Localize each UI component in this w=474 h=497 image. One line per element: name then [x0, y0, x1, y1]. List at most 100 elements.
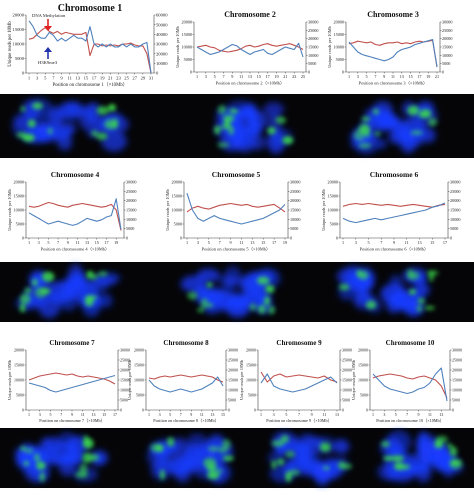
- y-tick-label-right: 20000: [450, 198, 460, 203]
- chart-title: Chromosome 8: [163, 339, 209, 347]
- chart-title: Chromosome 7: [49, 339, 95, 347]
- x-tick-label: 21: [108, 76, 113, 81]
- y-tick-label-left: 0: [336, 235, 338, 240]
- x-tick-label: 13: [248, 74, 252, 79]
- y-tick-label-right: 0: [450, 235, 452, 240]
- x-tick-label: 17: [113, 412, 117, 417]
- x-tick-label: 1: [148, 412, 150, 417]
- x-tick-label: 5: [44, 76, 47, 81]
- y-axis-label: Unique reads per 10Mb: [239, 360, 244, 400]
- x-tick-label: 3: [205, 74, 207, 79]
- y-tick-label-right: 30000: [450, 179, 460, 184]
- y-tick-label-left: 0: [254, 407, 256, 412]
- x-tick-label: 25: [124, 76, 129, 81]
- y-tick-label-right: 5000: [120, 397, 128, 402]
- x-tick-label: 11: [428, 412, 432, 417]
- y-tick-label-left: 5000: [15, 56, 25, 61]
- x-tick-label: 3: [355, 240, 357, 245]
- x-tick-label: 3: [39, 412, 41, 417]
- y-tick-label-left: 0: [22, 235, 24, 240]
- chromosome-image: [14, 431, 109, 483]
- y-tick-label-left: 10000: [13, 42, 25, 47]
- series-line-dna-methylation: [148, 374, 224, 383]
- chart-panel-6: Chromosome 6 0 5000 10000 15000 20000 0 5000 100…: [321, 170, 460, 251]
- x-tick-label: 29: [141, 76, 146, 81]
- y-tick-label-left: 20000: [134, 347, 144, 352]
- y-tick-label-right: 10000: [452, 387, 462, 392]
- y-tick-label-right: 0: [442, 69, 444, 74]
- charts-layer: Chromosome 10500010000150002000001000020…: [7, 3, 462, 423]
- x-tick-label: 15: [409, 74, 413, 79]
- y-tick-label-right: 10000: [120, 387, 130, 392]
- y-tick-label-left: 0: [180, 235, 182, 240]
- series-line-dna-methylation: [196, 43, 304, 53]
- series-line-dna-methylation: [186, 202, 286, 213]
- y-tick-label-right: 25000: [452, 357, 462, 362]
- x-tick-label: 11: [239, 74, 243, 79]
- y-tick-label-right: 15000: [452, 377, 462, 382]
- x-tick-label: 5: [47, 240, 49, 245]
- x-tick-label: 5: [366, 74, 368, 79]
- y-tick-label-right: 5000: [228, 397, 236, 402]
- x-tick-label: 1: [260, 412, 262, 417]
- green-signal: [353, 105, 438, 149]
- green-signal: [20, 435, 99, 482]
- green-signal: [339, 268, 439, 313]
- x-tick-label: 1: [28, 412, 30, 417]
- y-tick-label-left: 15000: [358, 362, 368, 367]
- x-tick-label: 3: [159, 412, 161, 417]
- y-tick-label-right: 15000: [290, 207, 300, 212]
- y-tick-label-left: 15000: [246, 362, 256, 367]
- y-tick-label-right: 15000: [126, 207, 136, 212]
- x-tick-label: 7: [180, 412, 182, 417]
- x-tick-label: 15: [261, 240, 265, 245]
- series-line-h3k9me3: [148, 376, 224, 393]
- chromosome-image: [336, 265, 439, 317]
- y-axis-label: Unique reads per 10Mb: [7, 360, 12, 400]
- x-tick-label: 13: [335, 412, 339, 417]
- chart-panel-2: Chromosome 2 0 5000 10000 15000 20000 0 5000 100…: [175, 10, 318, 85]
- y-tick-label-left: 0: [22, 71, 25, 76]
- x-axis-label: Position on chromosome 6（×10Mb）: [360, 246, 429, 251]
- x-tick-label: 5: [367, 240, 369, 245]
- chart-panel-4: Chromosome 4 0 5000 10000 15000 20000 0 5000 100…: [7, 170, 136, 251]
- x-tick-label: 11: [67, 76, 72, 81]
- x-tick-label: 9: [311, 412, 313, 417]
- y-tick-label-left: 10000: [358, 377, 368, 382]
- green-signal: [214, 105, 294, 148]
- y-tick-label-right: 30000: [120, 347, 130, 352]
- x-tick-label: 17: [272, 240, 276, 245]
- y-tick-label-left: 0: [190, 69, 192, 74]
- x-tick-label: 9: [231, 74, 233, 79]
- x-tick-label: 23: [116, 76, 121, 81]
- y-axis-label: Unique reads per 10Mb: [327, 25, 332, 67]
- arrow-blue: [44, 47, 52, 59]
- y-tick-label-left: 15000: [134, 362, 144, 367]
- y-tick-label-right: 5000: [290, 226, 298, 231]
- chart-panel-8: Chromosome 8 0 5000 10000 15000 20000 0 5000 100…: [127, 339, 238, 423]
- x-tick-label: 1: [342, 240, 344, 245]
- y-tick-label-right: 20000: [156, 51, 168, 56]
- chart-title: Chromosome 6: [370, 170, 419, 179]
- x-tick-label: 9: [383, 74, 385, 79]
- x-tick-label: 7: [52, 76, 55, 81]
- y-tick-label-right: 10000: [290, 217, 300, 222]
- chromosome-image: [376, 430, 464, 483]
- y-tick-label-left: 0: [342, 69, 344, 74]
- y-tick-label-left: 15000: [172, 193, 182, 198]
- y-tick-label-right: 30000: [228, 347, 238, 352]
- y-tick-label-left: 15000: [14, 362, 24, 367]
- x-axis-label: Position on chromosome 5（×10Mb）: [202, 246, 271, 251]
- series-line-dna-methylation: [28, 201, 122, 231]
- y-tick-label-left: 15000: [334, 32, 344, 37]
- y-tick-label-left: 10000: [14, 377, 24, 382]
- x-tick-label: 19: [274, 74, 278, 79]
- y-tick-label-left: 5000: [136, 392, 144, 397]
- x-tick-label: 11: [81, 412, 85, 417]
- y-tick-label-right: 20000: [452, 367, 462, 372]
- y-tick-label-right: 15000: [308, 44, 318, 49]
- y-tick-label-right: 10000: [342, 387, 352, 392]
- y-tick-label-left: 20000: [246, 347, 256, 352]
- y-tick-label-left: 15000: [14, 193, 24, 198]
- series-line-h3k9me3: [28, 198, 122, 230]
